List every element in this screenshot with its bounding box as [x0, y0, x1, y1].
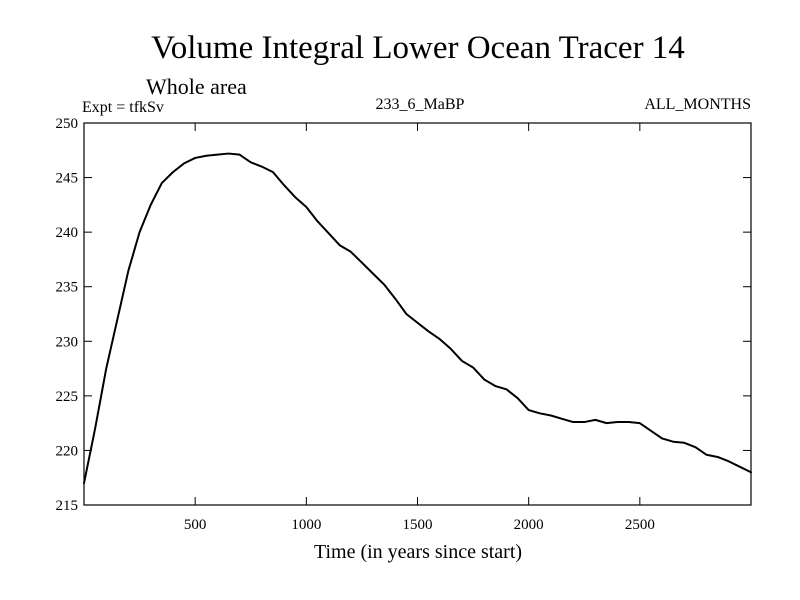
period-label: 233_6_MaBP: [376, 96, 465, 113]
y-tick-label: 225: [56, 389, 79, 405]
x-axis-ticks: 500 1000 1500 2000 2500: [184, 123, 655, 533]
x-axis-label: Time (in years since start): [314, 541, 522, 563]
expt-label: Expt = tfkSv: [82, 99, 164, 116]
y-tick-label: 235: [56, 280, 79, 296]
plot-frame: [83, 122, 752, 506]
x-tick-label: 2500: [625, 517, 655, 533]
y-tick-label: 215: [56, 498, 79, 514]
x-tick-label: 1000: [291, 517, 321, 533]
months-label: ALL_MONTHS: [644, 96, 751, 113]
data-series-line: [83, 152, 752, 485]
y-tick-label: 245: [56, 171, 79, 187]
chart-subtitle: Whole area: [146, 74, 247, 99]
y-tick-label: 220: [56, 443, 79, 459]
y-tick-label: 230: [56, 334, 79, 350]
chart-title: Volume Integral Lower Ocean Tracer 14: [151, 30, 685, 66]
x-tick-label: 500: [184, 517, 207, 533]
x-tick-label: 1500: [403, 517, 433, 533]
x-tick-label: 2000: [514, 517, 544, 533]
y-axis-ticks: 215 220 225 230 235 240 245 250: [56, 116, 751, 514]
y-tick-label: 240: [56, 225, 79, 241]
y-tick-label: 250: [56, 116, 79, 132]
